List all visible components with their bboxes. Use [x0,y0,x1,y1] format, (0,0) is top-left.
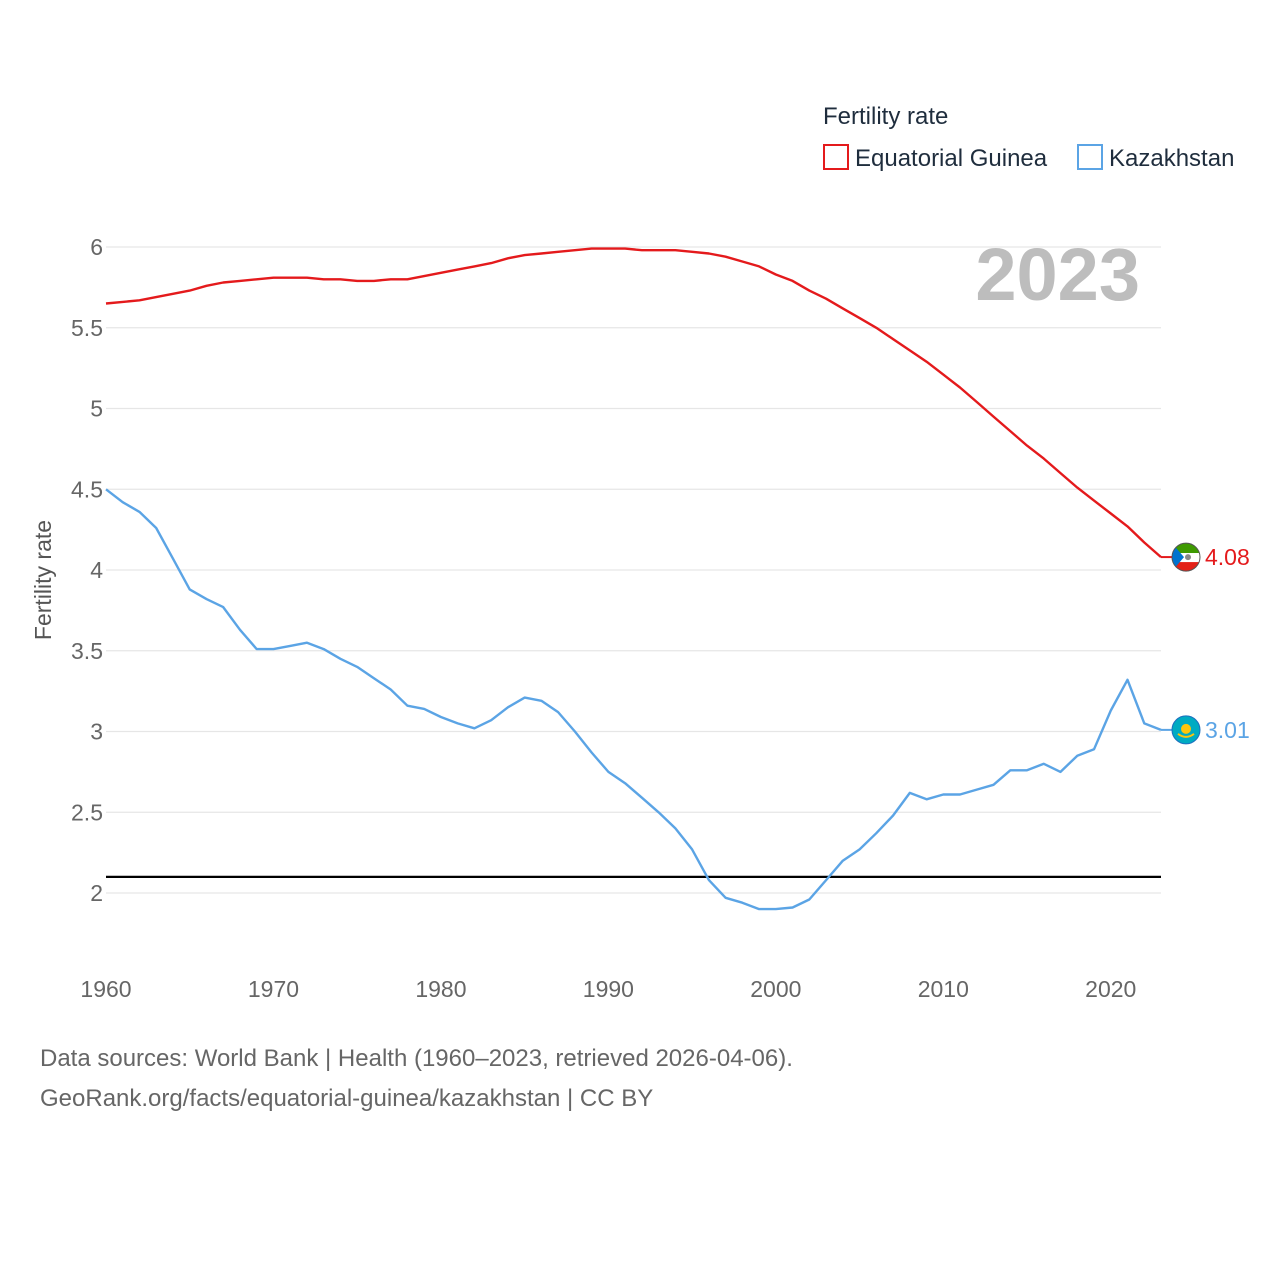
x-tick-label: 2020 [1085,976,1136,1002]
y-tick-label: 2 [90,880,103,906]
series-line-equatorial-guinea[interactable] [105,247,1162,559]
y-tick-label: 3.5 [71,638,103,664]
gridlines [106,246,1161,894]
year-watermark: 2023 [975,233,1140,316]
x-axis-ticks: 1960 1970 1980 1990 2000 2010 2020 [80,976,1136,1002]
y-tick-label: 4.5 [71,476,103,502]
y-tick-label: 3 [90,719,103,745]
source-line-1: Data sources: World Bank | Health (1960–… [40,1045,793,1072]
legend-item-kazakhstan[interactable]: Kazakhstan [1077,144,1234,172]
end-markers: 4.08 3.01 [1161,542,1250,745]
y-tick-label: 2.5 [71,799,103,825]
legend-item-equatorial-guinea[interactable]: Equatorial Guinea [823,144,1048,172]
legend-label-equatorial-guinea: Equatorial Guinea [855,145,1048,172]
legend-title: Fertility rate [823,103,948,130]
y-tick-label: 5.5 [71,315,103,341]
x-tick-label: 2000 [750,976,801,1002]
end-value-label-kazakhstan: 3.01 [1205,717,1250,743]
y-tick-label: 4 [90,557,103,583]
flag-icon-equatorial-guinea [1171,542,1201,572]
y-tick-label: 6 [90,234,103,260]
flag-icon-kazakhstan [1171,715,1201,745]
end-value-label-equatorial-guinea: 4.08 [1205,544,1250,570]
legend-label-kazakhstan: Kazakhstan [1109,145,1234,172]
y-axis-ticks: 2 2.5 3 3.5 4 4.5 5 5.5 6 [71,234,103,906]
x-tick-label: 1970 [248,976,299,1002]
y-axis-label: Fertility rate [30,520,56,640]
source-line-2[interactable]: GeoRank.org/facts/equatorial-guinea/kaza… [40,1085,654,1112]
legend-swatch-equatorial-guinea [823,144,849,170]
series-lines [105,247,1162,911]
legend-swatch-kazakhstan [1077,144,1103,170]
x-tick-label: 1980 [415,976,466,1002]
y-tick-label: 5 [90,396,103,422]
series-line-kazakhstan[interactable] [105,488,1162,911]
x-tick-label: 1960 [80,976,131,1002]
x-tick-label: 2010 [918,976,969,1002]
x-tick-label: 1990 [583,976,634,1002]
